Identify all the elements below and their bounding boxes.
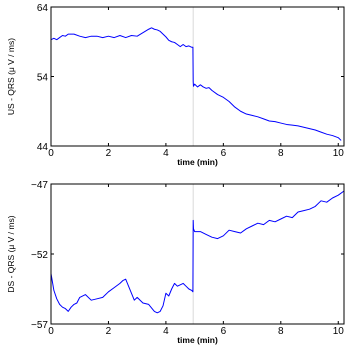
chart-2-x-tick-label: 10: [333, 326, 345, 337]
chart-2-y-axis-label: DS - QRS (μ V / ms): [6, 215, 16, 292]
chart-1-plot-frame: [50, 6, 345, 147]
chart-2-x-tick-label: 8: [278, 326, 284, 337]
chart-1-y-tick-label: 44: [37, 142, 49, 153]
chart-1-x-tick-label: 2: [106, 148, 112, 159]
chart-1-x-tick-label: 0: [48, 148, 54, 159]
chart-1-x-axis-label: time (min): [177, 157, 218, 167]
chart-2-plot-frame: [50, 183, 345, 325]
ds-qrs-chart: 0 2 4 6 8 10 −57 −52 −47 time (min) DS - QRS (μ V …: [6, 180, 345, 345]
chart-2-x-tick-label: 2: [106, 326, 112, 337]
chart-2-x-axis-label: time (min): [177, 335, 218, 345]
chart-2-y-tick-label: −47: [31, 180, 48, 191]
chart-1-x-tick-label: 4: [163, 148, 169, 159]
chart-2-x-tick-label: 6: [221, 326, 227, 337]
chart-2-y-tick-label: −52: [31, 250, 48, 261]
chart-2-x-tick-label: 0: [48, 326, 54, 337]
chart-1-series-line-1: [50, 27, 342, 141]
chart-1-y-axis-label: US - QRS (μ V / ms): [6, 38, 16, 115]
chart-1-x-tick-label: 6: [221, 148, 227, 159]
us-qrs-chart: 0 2 4 6 8 10 44 54 64 time (min) US - QRS (μ V / m…: [6, 3, 345, 167]
chart-2-y-tick-label: −57: [31, 320, 48, 331]
chart-1-y-tick-label: 64: [37, 3, 49, 14]
chart-1-y-tick-label: 54: [37, 73, 49, 84]
chart-1-x-tick-label: 10: [333, 148, 345, 159]
chart-2-x-tick-label: 4: [163, 326, 169, 337]
chart-1-x-tick-label: 8: [278, 148, 284, 159]
chart-2-series-line-1: [50, 190, 345, 314]
